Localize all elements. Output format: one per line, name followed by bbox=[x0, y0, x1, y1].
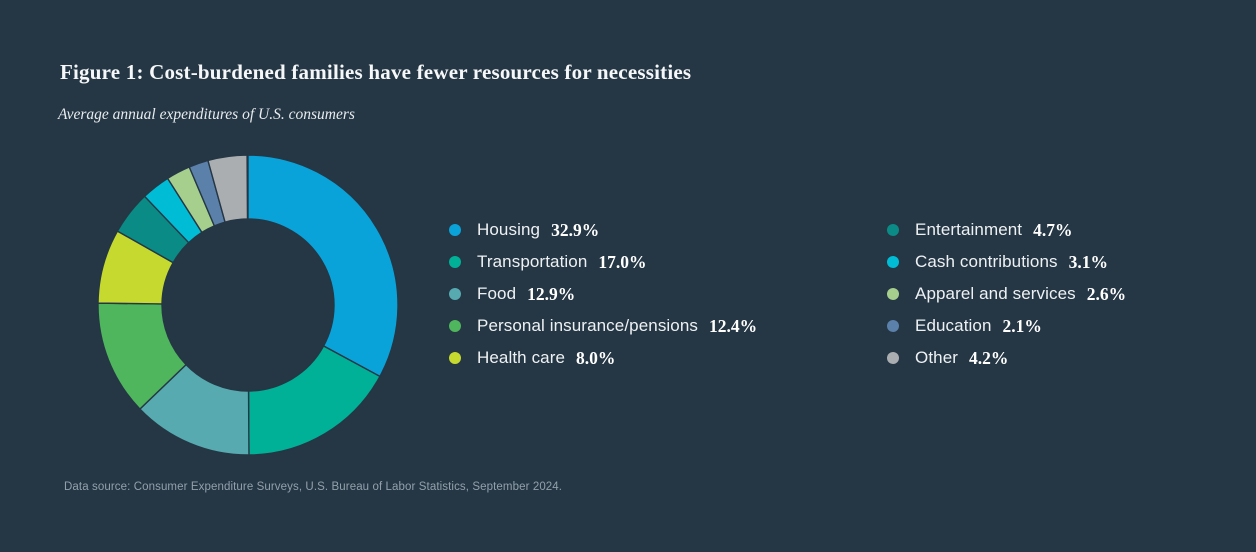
legend-column-right: Entertainment 4.7% Cash contributions 3.… bbox=[887, 214, 1126, 374]
donut-segment-other bbox=[207, 154, 249, 223]
legend-value-personal-insurance: 12.4% bbox=[709, 315, 758, 336]
legend-value-housing: 32.9% bbox=[551, 219, 600, 240]
legend-label-food: Food bbox=[477, 284, 517, 303]
legend-item-other: Other 4.2% bbox=[887, 342, 1126, 374]
legend-label-transportation: Transportation bbox=[477, 252, 588, 271]
legend-item-education: Education 2.1% bbox=[887, 310, 1126, 342]
legend-column-left: Housing 32.9% Transportation 17.0% Food … bbox=[449, 214, 757, 374]
legend-label-entertainment: Entertainment bbox=[915, 220, 1023, 239]
figure-subtitle: Average annual expenditures of U.S. cons… bbox=[58, 106, 355, 123]
legend-value-education: 2.1% bbox=[1002, 315, 1042, 336]
donut-chart bbox=[97, 154, 399, 456]
legend-swatch-health-care bbox=[449, 352, 461, 364]
legend-swatch-other bbox=[887, 352, 899, 364]
legend-swatch-transportation bbox=[449, 256, 461, 268]
legend-swatch-personal-insurance bbox=[449, 320, 461, 332]
legend-swatch-apparel bbox=[887, 288, 899, 300]
legend-label-cash-contributions: Cash contributions bbox=[915, 252, 1058, 271]
legend-label-housing: Housing bbox=[477, 220, 541, 239]
legend-value-apparel: 2.6% bbox=[1086, 283, 1127, 304]
donut-chart-container bbox=[96, 153, 400, 457]
legend-item-food: Food 12.9% bbox=[449, 278, 757, 310]
legend-item-entertainment: Entertainment 4.7% bbox=[887, 214, 1126, 246]
donut-segment-housing bbox=[247, 154, 399, 378]
legend-value-other: 4.2% bbox=[969, 347, 1009, 368]
legend-item-housing: Housing 32.9% bbox=[449, 214, 757, 246]
legend-item-apparel: Apparel and services 2.6% bbox=[887, 278, 1126, 310]
legend-swatch-food bbox=[449, 288, 461, 300]
figure-title: Figure 1: Cost-burdened families have fe… bbox=[60, 60, 692, 84]
legend-label-other: Other bbox=[915, 348, 959, 367]
legend-swatch-cash-contributions bbox=[887, 256, 899, 268]
legend-swatch-housing bbox=[449, 224, 461, 236]
legend-value-entertainment: 4.7% bbox=[1033, 219, 1073, 240]
legend-label-health-care: Health care bbox=[477, 348, 566, 367]
legend-item-transportation: Transportation 17.0% bbox=[449, 246, 757, 278]
legend-label-personal-insurance: Personal insurance/pensions bbox=[477, 316, 699, 335]
data-source-note: Data source: Consumer Expenditure Survey… bbox=[64, 481, 563, 493]
legend-value-cash-contributions: 3.1% bbox=[1068, 251, 1108, 272]
legend-label-education: Education bbox=[915, 316, 992, 335]
legend-value-food: 12.9% bbox=[527, 283, 576, 304]
legend-value-transportation: 17.0% bbox=[598, 251, 647, 272]
legend-item-personal-insurance: Personal insurance/pensions 12.4% bbox=[449, 310, 757, 342]
legend-item-health-care: Health care 8.0% bbox=[449, 342, 757, 374]
legend-swatch-education bbox=[887, 320, 899, 332]
legend-label-apparel: Apparel and services bbox=[915, 284, 1076, 303]
legend-item-cash-contributions: Cash contributions 3.1% bbox=[887, 246, 1126, 278]
legend-value-health-care: 8.0% bbox=[576, 347, 616, 368]
legend-swatch-entertainment bbox=[887, 224, 899, 236]
